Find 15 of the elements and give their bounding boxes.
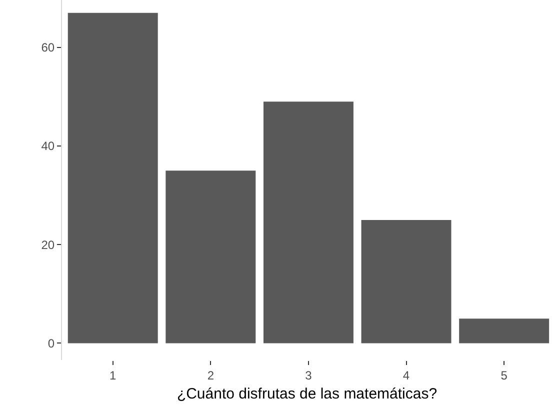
- y-tick-label: 20: [41, 238, 55, 252]
- x-tick-label: 5: [500, 368, 508, 382]
- bar: [263, 102, 354, 344]
- bar: [361, 220, 452, 344]
- y-tick-label: 60: [41, 40, 55, 55]
- x-axis-title: ¿Cuánto disfrutas de las matemáticas?: [176, 385, 438, 402]
- bar: [459, 318, 550, 344]
- y-tick-label: 40: [41, 139, 55, 154]
- x-tick-label: 3: [305, 368, 312, 382]
- y-tick-label: 0: [48, 336, 55, 350]
- x-tick-label: 4: [402, 368, 410, 382]
- x-tick-label: 2: [207, 368, 214, 382]
- x-tick-label: 1: [110, 368, 117, 382]
- bar: [68, 12, 158, 344]
- bar: [166, 170, 256, 344]
